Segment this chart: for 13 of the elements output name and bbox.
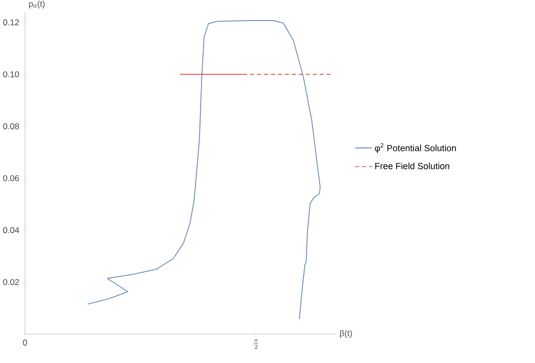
legend-label: Free Field Solution — [375, 162, 450, 170]
line-series — [87, 20, 321, 320]
y-tick-label: 0.08 — [3, 123, 19, 130]
y-axis-title: p$_{α}$(t) — [29, 0, 45, 8]
y-tick-label: 0.02 — [3, 279, 19, 286]
y-tick-label: 0.10 — [3, 71, 20, 78]
y-tick-label: 0.12 — [3, 19, 19, 26]
x-axis-title: β(t) — [340, 330, 352, 338]
x-tick-label: $\frac{\pi}{2}$ — [254, 340, 258, 349]
x-tick-label: 0 — [22, 340, 28, 346]
y-tick-label: 0.06 — [3, 175, 19, 182]
y-tick-label: 0.04 — [3, 227, 20, 234]
legend-label: φ$^{2}$ Potential Solution — [374, 143, 456, 154]
